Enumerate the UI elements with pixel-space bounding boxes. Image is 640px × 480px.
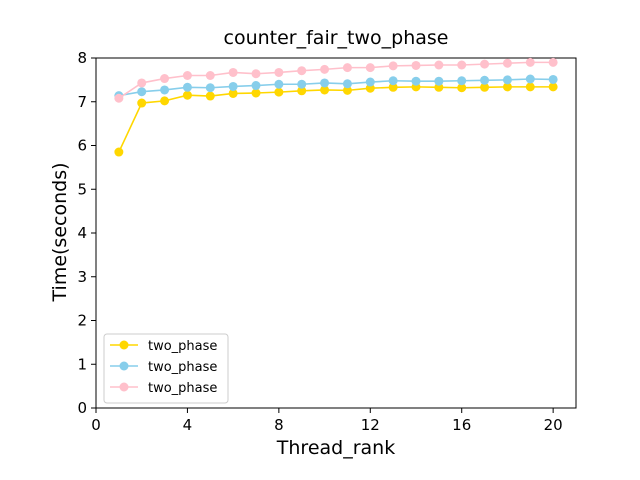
x-tick-label: 4 <box>183 416 193 434</box>
data-point-series-3 <box>548 57 558 67</box>
data-point-series-1 <box>320 85 330 95</box>
data-point-series-2 <box>182 82 192 92</box>
x-tick-label: 16 <box>452 416 471 434</box>
y-tick-label: 0 <box>77 399 87 417</box>
data-point-series-1 <box>457 83 467 93</box>
data-point-series-3 <box>388 61 398 71</box>
data-point-series-2 <box>480 75 490 85</box>
data-point-series-1 <box>205 91 215 101</box>
data-point-series-3 <box>114 93 124 103</box>
legend: two_phase two_phase two_phase <box>103 333 229 404</box>
data-point-series-1 <box>160 96 170 106</box>
data-point-series-1 <box>388 82 398 92</box>
data-point-series-1 <box>342 85 352 95</box>
y-tick-label: 6 <box>77 137 87 155</box>
data-point-series-3 <box>457 60 467 70</box>
data-point-series-2 <box>388 76 398 86</box>
data-point-series-1 <box>297 86 307 96</box>
data-point-series-2 <box>160 85 170 95</box>
legend-label-1: two_phase <box>148 339 217 354</box>
data-point-series-3 <box>137 78 147 88</box>
data-point-series-3 <box>365 63 375 73</box>
data-point-series-1 <box>114 147 124 157</box>
data-point-series-2 <box>205 83 215 93</box>
data-point-series-2 <box>274 79 284 89</box>
data-point-series-2 <box>137 87 147 97</box>
x-tick-label: 20 <box>544 416 563 434</box>
data-point-series-2 <box>251 81 261 91</box>
data-point-series-2 <box>342 79 352 89</box>
data-point-series-3 <box>205 71 215 80</box>
x-tick-label: 8 <box>274 416 284 434</box>
data-point-series-2 <box>320 78 330 88</box>
legend-box <box>103 333 229 404</box>
data-point-series-1 <box>182 90 192 100</box>
x-tick-label: 0 <box>91 416 101 434</box>
y-tick-label: 8 <box>77 49 87 67</box>
data-point-series-2 <box>297 79 307 89</box>
data-point-series-2 <box>411 76 421 86</box>
y-axis-label: Time(seconds) <box>49 163 71 303</box>
data-point-series-1 <box>480 82 490 92</box>
data-point-series-3 <box>342 63 352 73</box>
data-point-series-2 <box>457 76 467 86</box>
data-point-series-1 <box>525 82 535 92</box>
data-point-series-1 <box>251 88 261 98</box>
y-tick-label: 1 <box>77 355 87 373</box>
legend-marker-1 <box>119 340 129 350</box>
data-point-series-3 <box>480 59 490 69</box>
data-point-series-1 <box>137 98 147 108</box>
y-tick-label: 5 <box>77 180 87 198</box>
data-point-series-3 <box>411 60 421 70</box>
y-tick-label: 3 <box>77 268 87 286</box>
y-tick-label: 2 <box>77 312 87 330</box>
legend-marker-2 <box>119 361 129 371</box>
legend-marker-3 <box>119 382 129 392</box>
data-point-series-3 <box>274 67 284 77</box>
data-point-series-3 <box>320 64 330 74</box>
x-tick-label: 12 <box>361 416 380 434</box>
data-point-series-3 <box>182 71 192 80</box>
x-axis-label: Thread_rank <box>276 437 395 459</box>
data-point-series-3 <box>251 69 261 79</box>
y-tick-label: 7 <box>77 93 87 111</box>
data-point-series-2 <box>502 75 512 85</box>
data-point-series-3 <box>228 67 238 77</box>
data-point-series-2 <box>365 77 375 87</box>
data-point-series-3 <box>160 74 170 84</box>
data-point-series-3 <box>525 57 535 67</box>
data-point-series-1 <box>274 87 284 97</box>
data-point-series-2 <box>434 76 444 86</box>
data-point-series-3 <box>502 58 512 68</box>
data-point-series-1 <box>548 82 558 92</box>
data-point-series-3 <box>434 60 444 70</box>
data-point-series-1 <box>502 82 512 92</box>
data-point-series-3 <box>297 66 307 76</box>
legend-label-3: two_phase <box>148 381 217 396</box>
legend-label-2: two_phase <box>148 360 217 375</box>
data-point-series-2 <box>228 81 238 91</box>
data-point-series-2 <box>525 74 535 84</box>
data-point-series-2 <box>548 74 558 84</box>
data-point-series-1 <box>228 88 238 98</box>
chart-title: counter_fair_two_phase <box>224 27 449 49</box>
y-tick-label: 4 <box>77 224 87 242</box>
